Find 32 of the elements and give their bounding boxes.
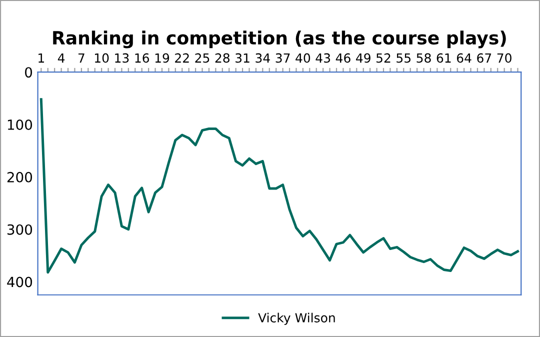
- y-tick-label: 400: [7, 276, 32, 288]
- x-tick-label: 16: [135, 53, 150, 63]
- x-tick-label: 64: [456, 53, 472, 63]
- x-tick-label: 55: [396, 53, 410, 63]
- x-tick-label: 40: [296, 53, 310, 63]
- legend-label: Vicky Wilson: [258, 312, 335, 325]
- x-tick-label: 34: [256, 53, 270, 63]
- y-tick-label: 200: [7, 172, 32, 182]
- x-tick-label: 25: [195, 53, 210, 63]
- y-tick-label: 300: [7, 224, 32, 235]
- x-tick-label: 37: [276, 53, 290, 63]
- x-tick-label: 10: [94, 53, 109, 63]
- x-tick-label: 4: [58, 53, 65, 63]
- x-tick-label: 28: [215, 53, 230, 63]
- y-tick-label: 0: [25, 67, 32, 78]
- x-tick-label: 61: [436, 53, 451, 63]
- x-tick-label: 7: [78, 53, 84, 63]
- x-tick-label: 22: [175, 53, 189, 63]
- y-tick-label: 100: [8, 120, 32, 130]
- x-tick-label: 67: [477, 53, 492, 63]
- x-tick-label: 70: [497, 53, 512, 63]
- chart-title: Ranking in competition (as the course plays): [53, 30, 506, 48]
- x-tick-label: 19: [155, 53, 170, 63]
- x-tick-label: 58: [416, 53, 431, 63]
- x-tick-label: 49: [356, 53, 370, 63]
- x-tick-label: 52: [376, 53, 390, 63]
- x-tick-label: 1: [38, 53, 44, 63]
- line-series: [40, 98, 519, 274]
- x-tick-label: 13: [115, 53, 129, 63]
- x-tick-label: 46: [336, 53, 350, 63]
- x-tick-label: 43: [316, 53, 330, 63]
- x-tick-label: 31: [236, 53, 250, 63]
